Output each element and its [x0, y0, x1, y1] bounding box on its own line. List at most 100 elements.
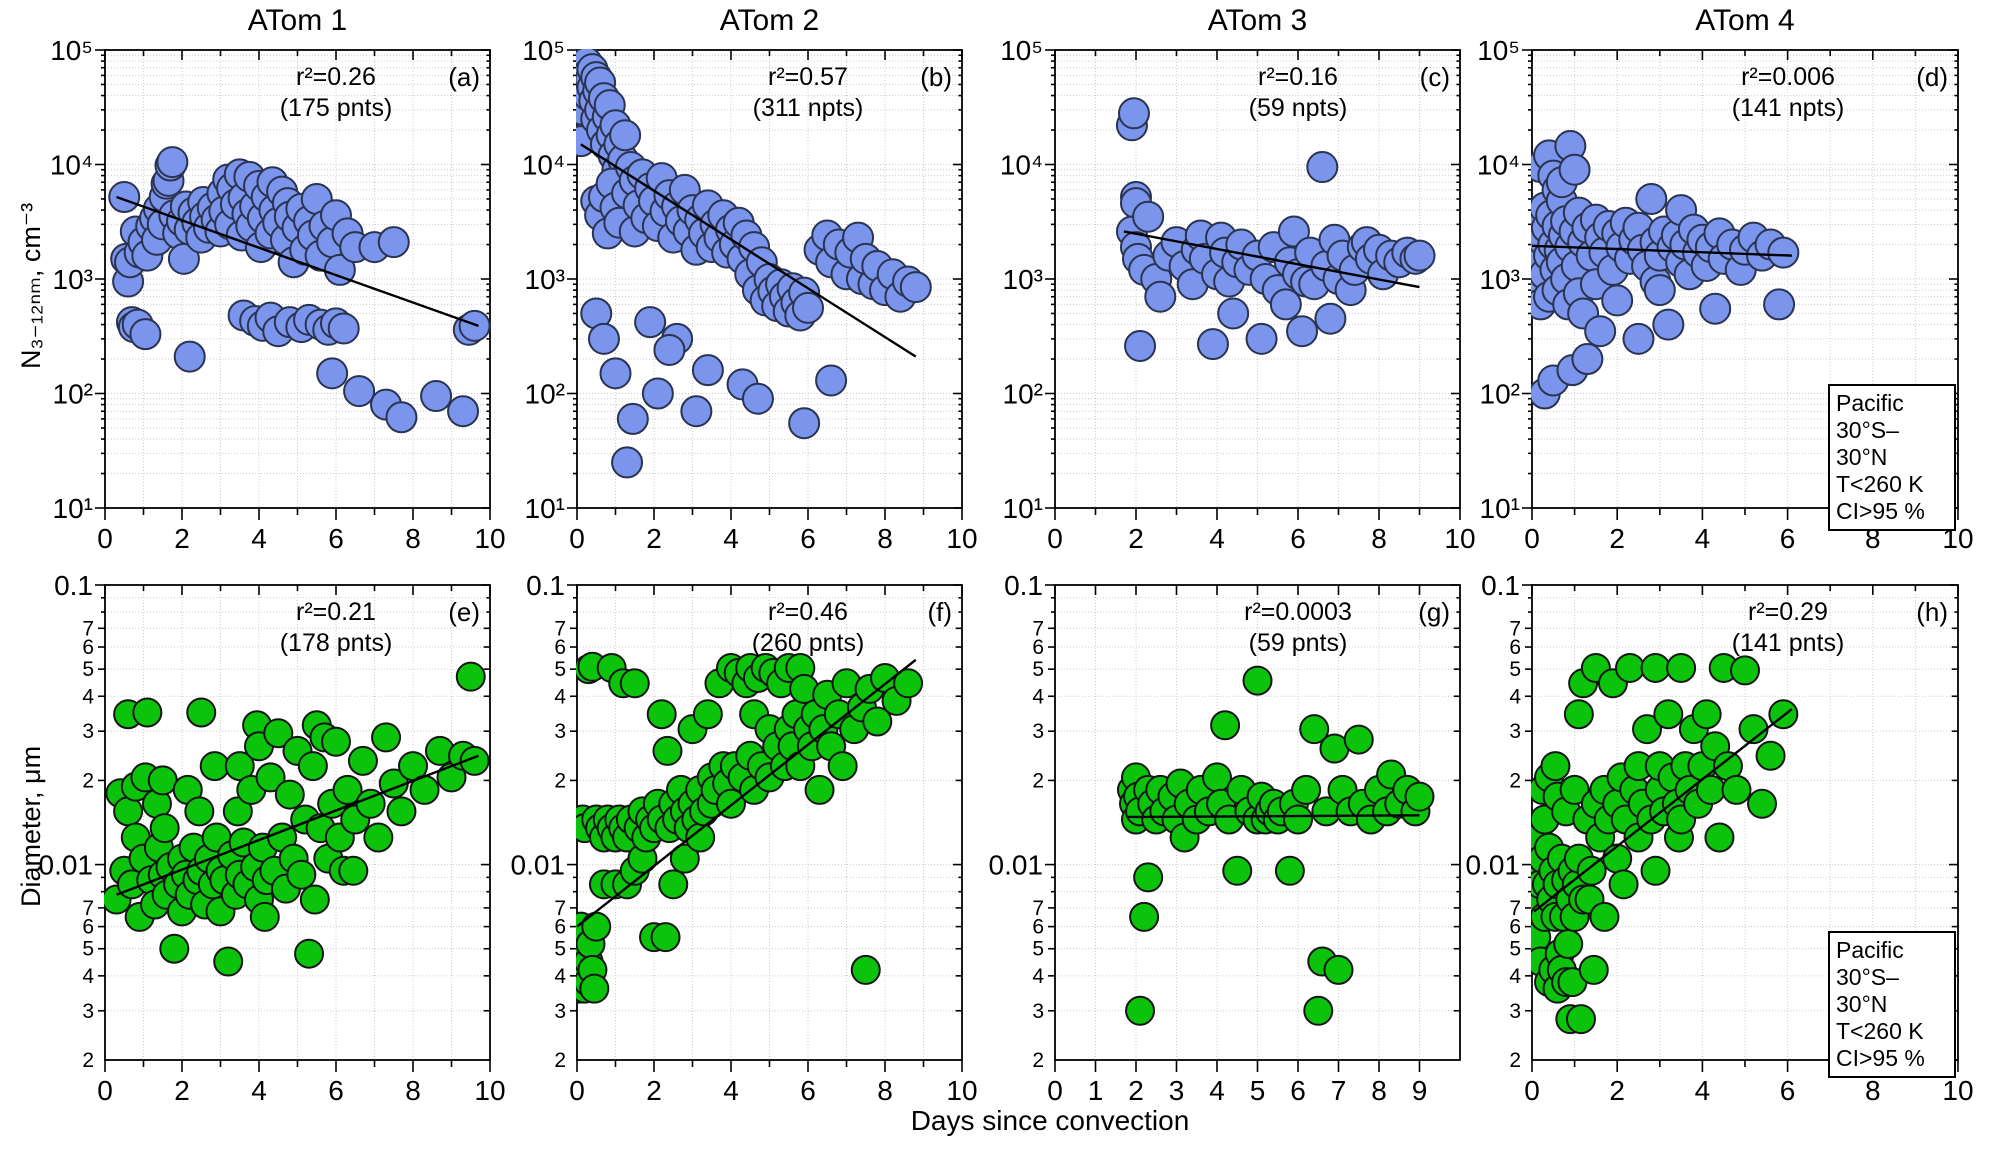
- y-tick-label: 2: [1032, 1049, 1044, 1072]
- npts-value: (59 npts): [1248, 94, 1348, 122]
- panel-c-points: [1115, 97, 1436, 362]
- data-point: [1269, 288, 1302, 321]
- y-tick-label: 3: [1509, 720, 1521, 743]
- confidence-filter-label: CI>95 %: [1836, 1045, 1925, 1071]
- y-tick-label: 2: [554, 1049, 566, 1072]
- panel-letter-b: (b): [920, 62, 952, 92]
- data-point: [1614, 652, 1645, 683]
- data-point: [1565, 1004, 1596, 1035]
- annotation-panel-d: r²=0.006 (141 npts): [1658, 62, 1918, 124]
- data-point: [173, 340, 206, 373]
- panel-f-fit-line: [576, 658, 917, 928]
- data-point: [332, 774, 363, 805]
- annotation-panel-f: r²=0.46 (260 pnts): [678, 597, 938, 659]
- x-tick-label: 8: [405, 523, 421, 554]
- y-tick-label: 10¹: [1480, 493, 1520, 524]
- data-point: [619, 668, 650, 699]
- panel-g-frame: [1054, 584, 1461, 1061]
- data-point: [641, 377, 674, 410]
- data-point: [1210, 710, 1241, 741]
- latitude-range-label: 30°S–30°N: [1836, 964, 1899, 1017]
- x-tick-label: 10: [946, 1075, 977, 1106]
- data-point: [1691, 699, 1722, 730]
- y-tick-label: 7: [1032, 897, 1044, 920]
- y-tick-label: 10³: [53, 264, 93, 295]
- x-tick-label: 4: [1695, 523, 1711, 554]
- column-title-atom3: ATom 3: [1207, 4, 1308, 37]
- x-tick-label: 8: [405, 1075, 421, 1106]
- data-point: [1643, 274, 1676, 307]
- y-tick-label: 7: [554, 897, 566, 920]
- y-tick-label: 0.1: [526, 570, 565, 601]
- y-tick-label: 6: [1509, 636, 1521, 659]
- data-point: [862, 706, 893, 737]
- y-tick-label: 4: [82, 685, 94, 708]
- data-point: [1129, 901, 1160, 932]
- annotation-panel-c: r²=0.16 (59 npts): [1168, 62, 1428, 124]
- data-point: [1666, 652, 1697, 683]
- panel-f-points: [576, 651, 924, 1004]
- x-tick-label: 0: [569, 523, 585, 554]
- data-point: [1217, 297, 1250, 330]
- data-point: [616, 402, 649, 435]
- y-tick-label: 5: [554, 938, 566, 961]
- column-title-atom1: ATom 1: [247, 4, 348, 37]
- data-point: [581, 911, 612, 942]
- data-point: [1286, 315, 1319, 348]
- data-point: [347, 745, 378, 776]
- x-tick-label: 9: [1412, 1075, 1428, 1106]
- annotation-panel-g: r²=0.0003 (59 pnts): [1168, 597, 1428, 659]
- data-point: [1767, 236, 1800, 269]
- annotation-panel-e: r²=0.21 (178 pnts): [206, 597, 466, 659]
- data-point: [691, 354, 724, 387]
- data-point: [343, 375, 376, 408]
- x-tick-label: 2: [174, 523, 190, 554]
- data-point: [1576, 855, 1607, 886]
- y-tick-label: 5: [554, 658, 566, 681]
- r2-value: r²=0.46: [768, 598, 848, 626]
- data-point: [599, 357, 632, 390]
- y-tick-label: 10²: [525, 379, 565, 410]
- x-tick-label: 1: [1088, 1075, 1104, 1106]
- annotation-panel-h: r²=0.29 (141 pnts): [1658, 597, 1918, 659]
- data-point: [1283, 804, 1313, 835]
- y-tick-label: 10²: [53, 379, 93, 410]
- annotation-panel-a: r²=0.26 (175 pnts): [206, 62, 466, 124]
- y-tick-label: 0.1: [54, 570, 93, 601]
- data-point: [1653, 699, 1684, 730]
- data-point: [579, 973, 610, 1004]
- confidence-filter-label: CI>95 %: [1836, 498, 1925, 524]
- y-tick-label: 2: [1509, 1049, 1521, 1072]
- x-tick-label: 5: [1250, 1075, 1266, 1106]
- y-axis-title-concentration: N₃₋₁₂ₙₘ, cm⁻³: [16, 202, 46, 369]
- x-tick-label: 4: [723, 1075, 739, 1106]
- region-label: Pacific: [1836, 390, 1904, 416]
- x-tick-label: 10: [474, 1075, 505, 1106]
- x-tick-label: 8: [1865, 1075, 1881, 1106]
- data-point: [1632, 714, 1663, 745]
- data-point: [1553, 928, 1584, 959]
- x-tick-label: 8: [877, 1075, 893, 1106]
- npts-value: (141 npts): [1731, 94, 1845, 122]
- panel-letter-a: (a): [448, 62, 480, 92]
- data-point: [850, 954, 881, 985]
- column-title-atom2: ATom 2: [719, 4, 820, 37]
- data-point: [222, 796, 253, 827]
- data-point: [316, 357, 349, 390]
- x-tick-label: 6: [800, 1075, 816, 1106]
- data-point: [149, 813, 180, 844]
- data-point: [1763, 288, 1796, 321]
- region-filter-box-top: Pacific 30°S–30°N T<260 K CI>95 %: [1828, 384, 1956, 531]
- y-tick-label: 5: [1032, 658, 1044, 681]
- panel-b: 10¹ 10² 10³ 10⁴ 10⁵ 0 2 4 6 8 10: [522, 35, 978, 554]
- data-point: [1144, 280, 1177, 313]
- y-tick-label: 2: [554, 769, 566, 792]
- data-point: [1559, 774, 1590, 805]
- data-point: [1117, 97, 1150, 130]
- npts-value: (175 pnts): [279, 94, 393, 122]
- annotation-panel-b: r²=0.57 (311 npts): [678, 62, 938, 124]
- data-point: [1601, 284, 1634, 317]
- panel-a: 10¹ 10² 10³ 10⁴ 10⁵ 0 2 4 6 8 10: [50, 35, 506, 554]
